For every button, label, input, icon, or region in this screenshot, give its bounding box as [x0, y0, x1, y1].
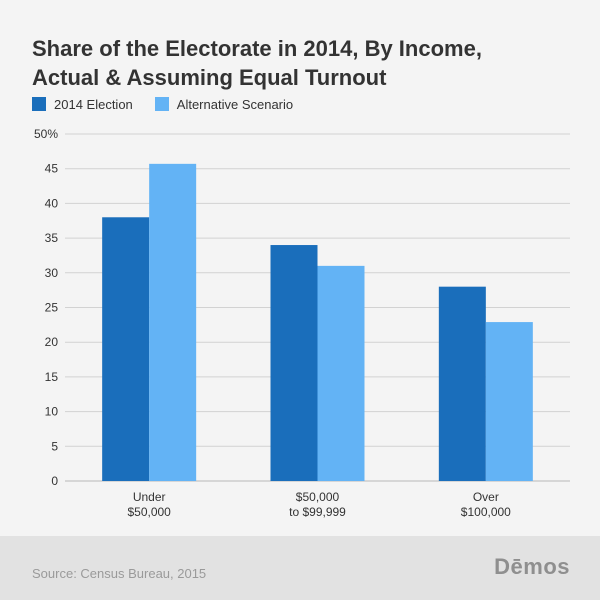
y-tick-label: 25	[45, 301, 59, 315]
x-tick-label: to $99,999	[289, 505, 346, 519]
legend-swatch-2014-election	[32, 97, 46, 111]
chart-title-line-1: Share of the Electorate in 2014, By Inco…	[32, 36, 482, 61]
y-tick-label: 0	[51, 474, 58, 488]
x-tick-label: $100,000	[461, 505, 511, 519]
bar	[317, 265, 365, 481]
legend-item-2014-election: 2014 Election	[32, 97, 133, 112]
source-note: Source: Census Bureau, 2015	[32, 566, 207, 581]
y-tick-label: 40	[45, 196, 59, 210]
y-tick-label: 10	[45, 405, 59, 419]
y-tick-label: 20	[45, 335, 59, 349]
bar	[149, 163, 197, 482]
legend: 2014 Election Alternative Scenario	[32, 94, 315, 114]
bar-chart: 05101520253035404550%Under$50,000$50,000…	[34, 127, 570, 519]
chart-title-line-2: Actual & Assuming Equal Turnout	[32, 65, 387, 90]
y-tick-label: 5	[51, 439, 58, 453]
legend-swatch-alternative-scenario	[154, 97, 169, 111]
legend-label-alternative-scenario: Alternative Scenario	[176, 96, 294, 112]
legend-item-alternative-scenario: Alternative Scenario	[154, 96, 294, 112]
bar	[438, 286, 486, 481]
x-tick-label: Over	[473, 490, 499, 504]
y-tick-label: 35	[45, 231, 59, 245]
bar	[270, 245, 318, 481]
y-tick-label: 50%	[34, 127, 58, 141]
y-tick-label: 45	[45, 162, 59, 176]
bar	[485, 322, 533, 481]
x-tick-label: Under	[133, 490, 166, 504]
x-tick-label: $50,000	[296, 490, 340, 504]
bar	[102, 217, 150, 481]
legend-label-2014-election: 2014 Election	[54, 96, 133, 112]
footer: Source: Census Bureau, 2015 Dēmos	[0, 536, 600, 600]
x-tick-label: $50,000	[127, 505, 171, 519]
y-tick-label: 15	[45, 370, 59, 384]
chart-title: Share of the Electorate in 2014, By Inco…	[32, 34, 572, 92]
y-tick-label: 30	[45, 266, 59, 280]
demos-logo: Dēmos	[494, 554, 570, 579]
